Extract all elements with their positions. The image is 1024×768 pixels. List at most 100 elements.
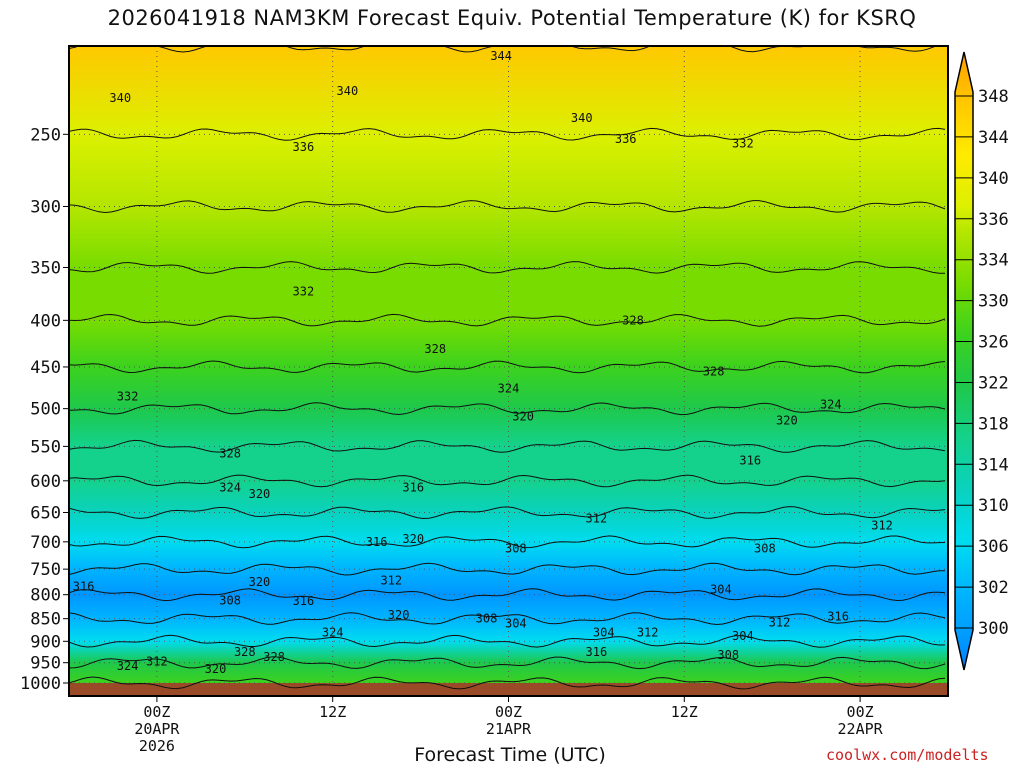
x-tick-label: 2026	[139, 737, 175, 755]
contour-label: 304	[710, 583, 732, 597]
colorbar-shape	[954, 51, 974, 671]
contour-label: 340	[337, 84, 359, 98]
contour-label: 324	[219, 480, 241, 494]
contour-label: 328	[622, 313, 644, 327]
y-tick-label: 900	[30, 632, 61, 652]
isoline	[69, 261, 946, 274]
colorbar-label: 306	[978, 537, 1009, 557]
isoline	[69, 474, 946, 488]
isoline	[69, 506, 946, 520]
y-tick-label: 1000	[20, 674, 61, 694]
contour-label: 324	[117, 659, 139, 673]
contour-label: 320	[402, 532, 424, 546]
contour-label: 304	[505, 616, 527, 630]
y-tick-label: 750	[30, 560, 61, 580]
x-tick-label: 20APR	[134, 720, 180, 738]
y-tick-label: 550	[30, 437, 61, 457]
contour-label: 332	[293, 285, 315, 299]
contour-label: 316	[73, 580, 95, 594]
y-tick-label: 600	[30, 472, 61, 492]
contour-labels: 344 340 340 340 336 336 332 332 332 328 328 328 324 3…	[73, 49, 893, 676]
contour-label: 340	[571, 111, 593, 125]
contour-label: 340	[109, 91, 131, 105]
isoline	[69, 656, 946, 670]
colorbar-label: 322	[978, 373, 1009, 393]
contour-label: 336	[293, 140, 315, 154]
contour-label: 328	[219, 447, 241, 461]
contour-label: 320	[205, 662, 227, 676]
isoline	[69, 402, 946, 416]
colorbar-label: 344	[978, 128, 1009, 148]
contour-label: 332	[732, 137, 754, 151]
colorbar-label: 318	[978, 414, 1009, 434]
y-tick-label: 450	[30, 358, 61, 378]
x-tick-label: 00Z	[847, 703, 874, 721]
y-tick-label: 300	[30, 197, 61, 217]
colorbar-label: 330	[978, 292, 1009, 312]
contour-label: 328	[263, 650, 285, 664]
isoline	[69, 535, 946, 549]
colorbar-label: 334	[978, 251, 1009, 271]
contour-label: 312	[637, 625, 659, 639]
contour-label: 344	[490, 49, 512, 63]
colorbar-label: 348	[978, 87, 1009, 107]
contour-label: 308	[717, 648, 739, 662]
contour-label: 316	[827, 609, 849, 623]
x-tick-label: 00Z	[495, 703, 522, 721]
isoline	[69, 562, 946, 576]
x-axis-label: Forecast Time (UTC)	[414, 744, 606, 766]
colorbar-label: 310	[978, 496, 1009, 516]
x-tick-label: 00Z	[143, 703, 170, 721]
colorbar-label: 336	[978, 210, 1009, 230]
isoline	[69, 360, 946, 374]
contour-label: 320	[249, 575, 271, 589]
colorbar-label: 302	[978, 578, 1009, 598]
contour-label: 308	[754, 542, 776, 556]
isolines	[69, 46, 946, 690]
colorbar-label: 314	[978, 455, 1009, 475]
contour-label: 316	[366, 535, 388, 549]
contour-label: 320	[249, 487, 271, 501]
y-tick-label: 500	[30, 400, 61, 420]
contour-label: 312	[871, 519, 893, 533]
colorbar: 348 344 340 336 334 330 326 322 318 314 310 306 302 3…	[954, 51, 1009, 671]
contour-label: 312	[380, 574, 402, 588]
isoline	[69, 127, 946, 141]
contour-label: 324	[322, 625, 344, 639]
contour-label: 304	[593, 625, 615, 639]
isoline	[69, 200, 946, 214]
watermark: coolwx.com/modelts	[826, 746, 989, 764]
y-tick-label: 650	[30, 504, 61, 524]
contour-label: 316	[739, 454, 761, 468]
ground-surface	[69, 683, 948, 696]
y-tick-label: 350	[30, 258, 61, 278]
contour-label: 332	[117, 390, 139, 404]
contour-label: 308	[476, 612, 498, 626]
isoline	[69, 612, 946, 626]
contour-label: 324	[820, 398, 842, 412]
y-tick-label: 800	[30, 586, 61, 606]
contour-label: 328	[703, 364, 725, 378]
contour-label: 316	[402, 480, 424, 494]
grid	[69, 46, 948, 684]
contour-label: 336	[615, 132, 637, 146]
contour-label: 324	[498, 381, 520, 395]
chart-title: 2026041918 NAM3KM Forecast Equiv. Potent…	[107, 6, 917, 30]
isoline	[69, 676, 946, 690]
y-tick-label: 400	[30, 311, 61, 331]
colorbar-label: 300	[978, 619, 1009, 639]
y-axis: 2503003504004505005506006507007508008509…	[20, 125, 69, 694]
isoline	[69, 313, 946, 327]
y-tick-label: 250	[30, 125, 61, 145]
x-tick-label: 12Z	[319, 703, 346, 721]
contour-label: 320	[512, 409, 534, 423]
y-tick-label: 850	[30, 610, 61, 630]
contour-label: 304	[732, 629, 754, 643]
x-tick-label: 22APR	[838, 720, 884, 738]
isoline	[69, 634, 946, 648]
contour-label: 312	[769, 615, 791, 629]
contour-label: 320	[388, 608, 410, 622]
contour-label: 328	[234, 645, 256, 659]
